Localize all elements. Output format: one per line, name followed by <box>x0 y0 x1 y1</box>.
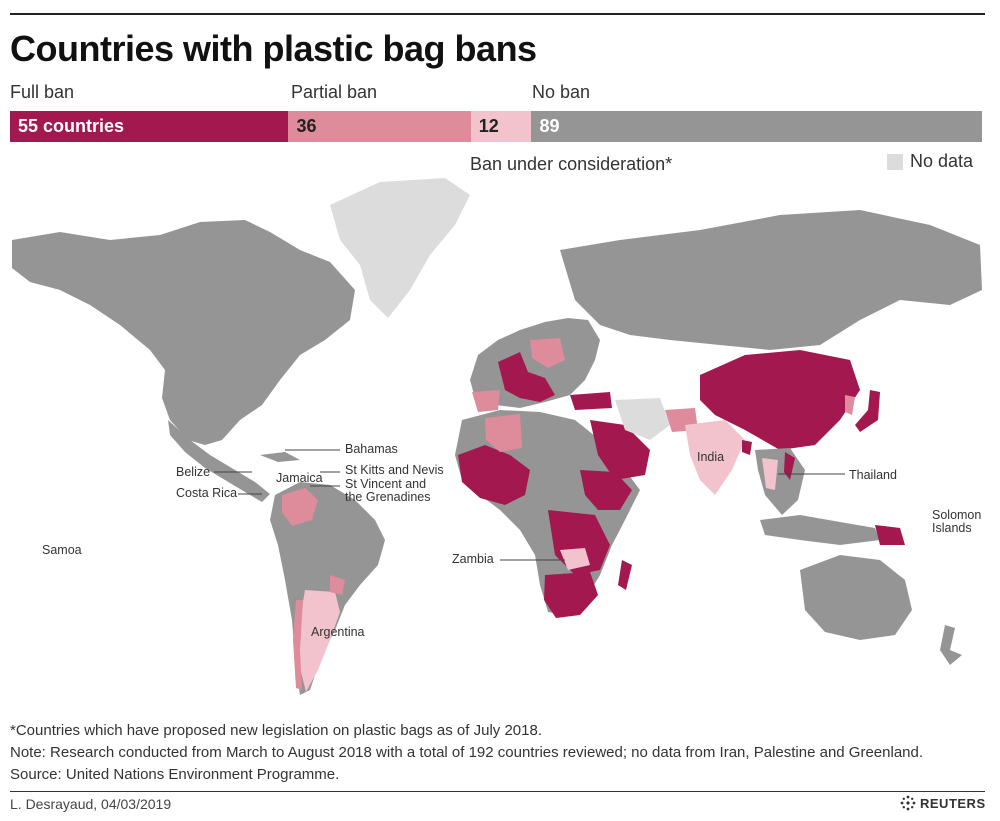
label-st-kitts: St Kitts and Nevis <box>345 463 444 477</box>
label-argentina: Argentina <box>311 625 365 639</box>
vietnam <box>784 452 795 480</box>
chile <box>293 600 303 690</box>
central-america <box>168 420 270 502</box>
china <box>700 350 860 450</box>
partial-ban-label: Partial ban <box>291 82 378 102</box>
korea <box>845 395 855 415</box>
label-st-vincent-line2: the Grenadines <box>345 490 430 504</box>
cuba <box>260 452 300 462</box>
label-solomon-line1: Solomon <box>932 508 981 522</box>
no-data-swatch <box>887 153 903 170</box>
europe <box>470 318 600 408</box>
label-india: India <box>697 450 724 464</box>
papua-new-guinea <box>875 525 905 545</box>
world-map: Bahamas Belize Jamaica Costa Rica St Kit… <box>12 178 982 695</box>
bangladesh <box>742 440 752 455</box>
label-jamaica: Jamaica <box>276 471 323 485</box>
page-title: Countries with plastic bag bans <box>10 28 537 69</box>
zambia <box>560 548 590 570</box>
bottom-rule <box>10 791 985 792</box>
reuters-dots-icon <box>900 795 916 811</box>
label-belize: Belize <box>176 465 210 479</box>
credit-line: L. Desrayaud, 04/03/2019 <box>10 796 172 812</box>
leader-lines <box>214 449 845 561</box>
southeast-asia <box>755 448 805 515</box>
north-america <box>12 220 355 445</box>
label-st-vincent-line1: St Vincent and <box>345 477 426 491</box>
arabian-peninsula <box>590 420 650 480</box>
australia <box>800 555 912 640</box>
ban-count-bar: 55 countries 36 12 89 <box>10 111 982 142</box>
iberia <box>472 390 500 412</box>
madagascar <box>618 560 632 590</box>
no-ban-label: No ban <box>532 82 591 102</box>
consideration-label: Ban under consideration* <box>470 154 673 174</box>
label-solomon-line2: Islands <box>932 521 972 535</box>
greenland <box>330 178 470 318</box>
reuters-logo: REUTERS <box>900 795 986 811</box>
europe-partial-ban <box>530 338 565 368</box>
russia <box>560 210 982 350</box>
label-zambia: Zambia <box>452 552 494 566</box>
thailand <box>762 458 778 490</box>
full-ban-label: Full ban <box>10 82 75 102</box>
footnote-note: Note: Research conducted from March to A… <box>10 744 924 761</box>
iran <box>615 398 670 440</box>
indonesia <box>760 515 880 545</box>
footnote-asterisk: *Countries which have proposed new legis… <box>10 722 542 739</box>
new-zealand <box>940 625 962 665</box>
colombia <box>282 488 318 526</box>
label-samoa: Samoa <box>42 543 82 557</box>
top-rule <box>10 13 985 15</box>
japan <box>855 390 880 432</box>
europe-full-ban <box>498 352 555 402</box>
full-ban-segment: 55 countries <box>10 111 289 142</box>
label-costa-rica: Costa Rica <box>176 486 237 500</box>
label-bahamas: Bahamas <box>345 442 398 456</box>
southern-africa <box>544 572 598 618</box>
partial-ban-segment: 36 <box>288 111 471 142</box>
paraguay <box>330 575 345 595</box>
india <box>685 420 745 495</box>
no-ban-segment: 89 <box>531 111 982 142</box>
no-data-key: No data <box>887 151 973 172</box>
consideration-segment: 12 <box>470 111 532 142</box>
label-thailand: Thailand <box>849 468 897 482</box>
no-data-label: No data <box>910 151 974 171</box>
africa-full-ban-west <box>458 445 530 505</box>
turkey <box>570 392 612 410</box>
reuters-wordmark: REUTERS <box>920 795 986 811</box>
africa-full-ban-east <box>580 470 632 510</box>
africa-partial-north <box>485 414 522 452</box>
argentina-chile <box>298 590 340 692</box>
footnote-source: Source: United Nations Environment Progr… <box>10 766 340 783</box>
